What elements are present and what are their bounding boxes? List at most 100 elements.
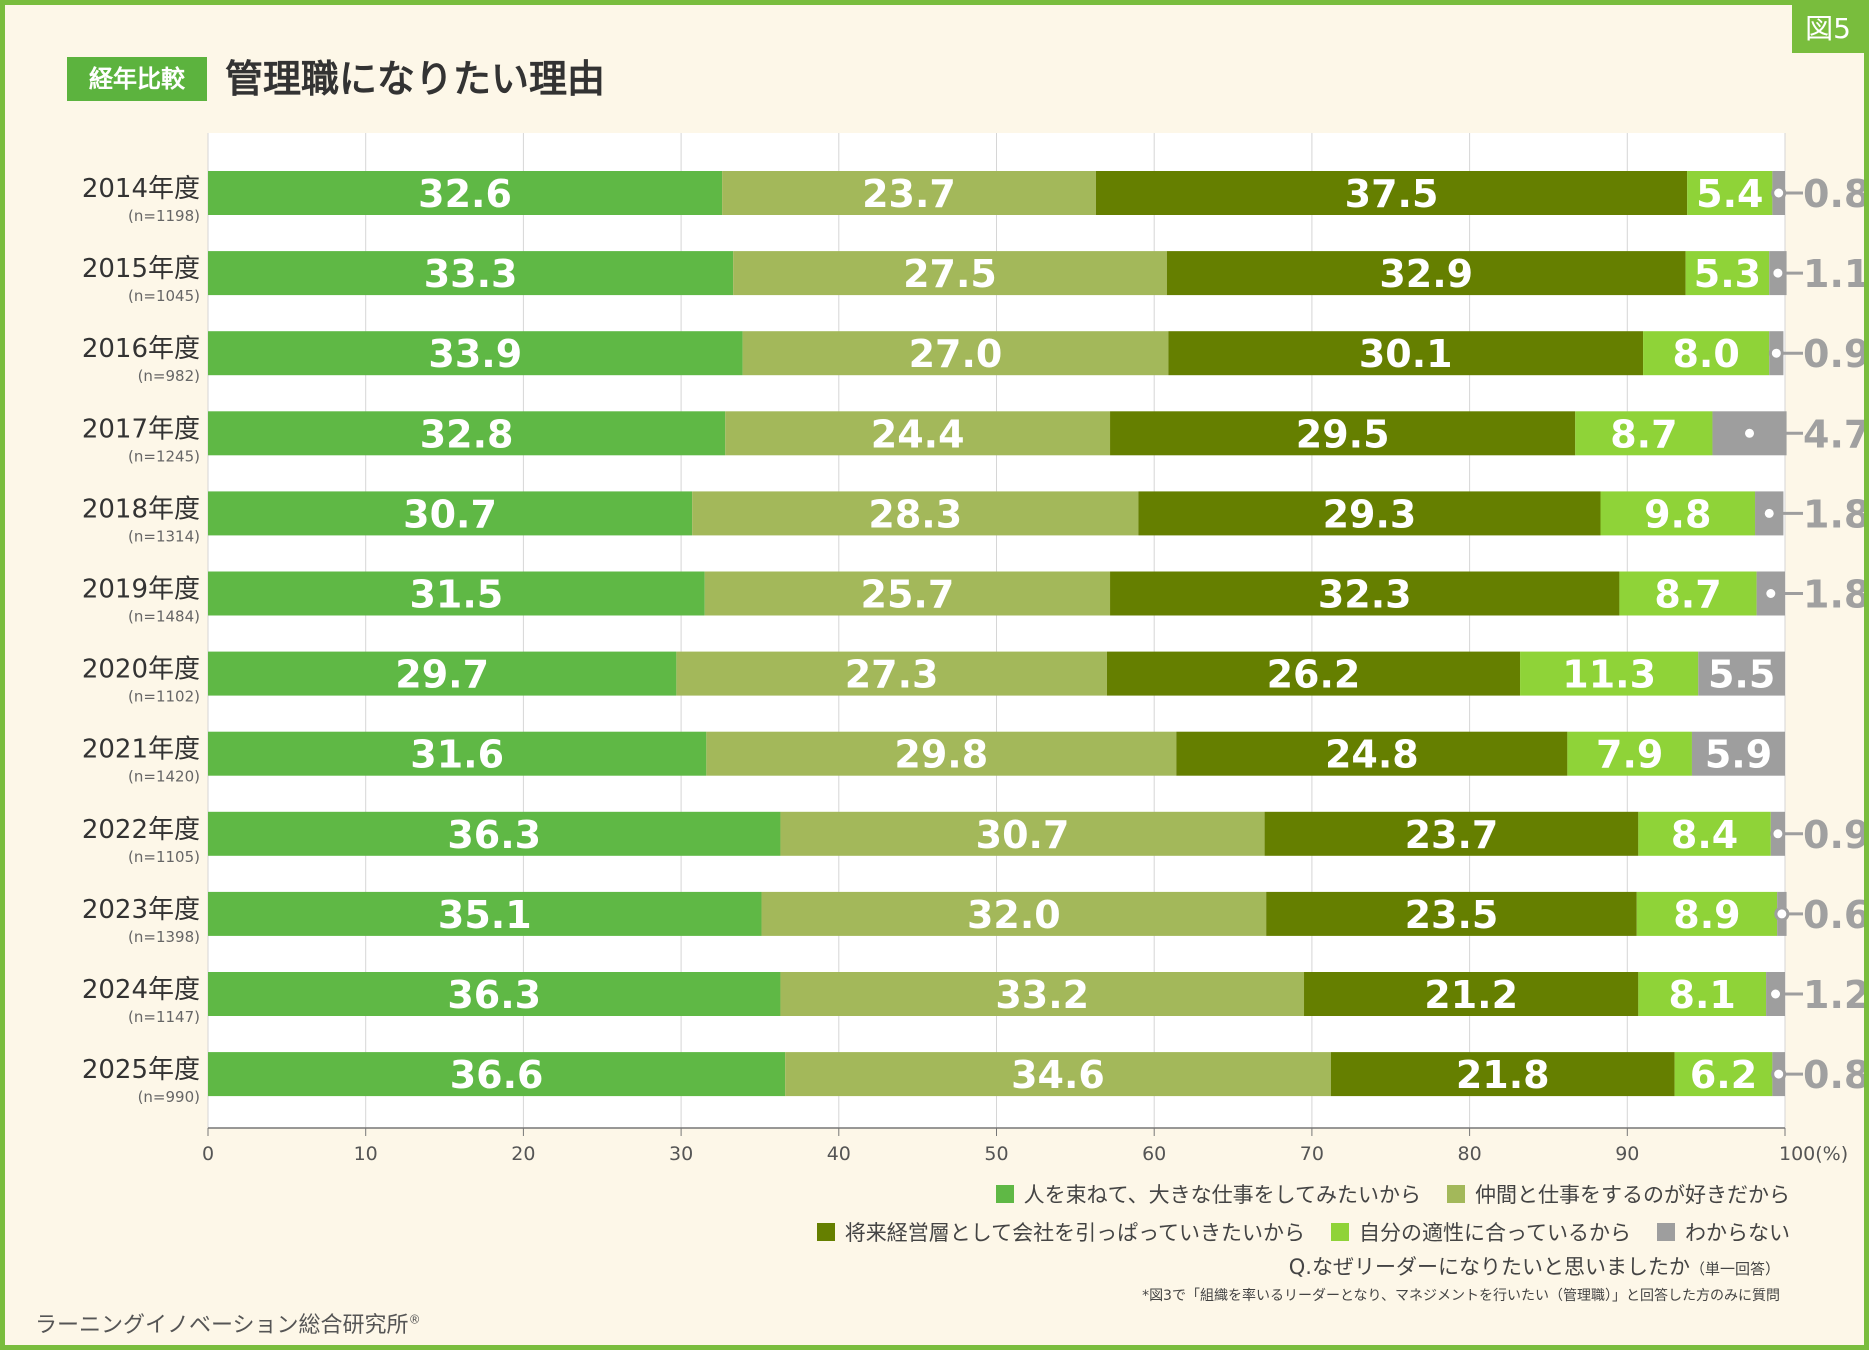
bar-segment-s1	[208, 571, 705, 616]
bar-segment-s2	[725, 411, 1111, 456]
legend-item-3: 将来経営層として会社を引っぱっていきたいから	[816, 1217, 1305, 1247]
bar-segment-s1	[208, 491, 693, 536]
legend-swatch-5	[1657, 1223, 1675, 1241]
bar-segment-s1	[208, 731, 707, 776]
bar-segment-s2	[742, 331, 1169, 376]
bar-segment-s3	[1168, 331, 1644, 376]
data-label-s1: 32.8	[420, 412, 514, 456]
x-tick-label: 10	[354, 1143, 378, 1165]
bar-segment-s3	[1176, 731, 1568, 776]
legend-item-4: 自分の適性に合っているから	[1331, 1217, 1631, 1247]
data-label-s1: 33.3	[424, 252, 518, 296]
data-label-s3: 21.8	[1456, 1053, 1550, 1097]
year-label: 2014年度	[82, 174, 200, 204]
x-tick-label: 70	[1300, 1143, 1324, 1165]
bar-segment-s5	[1698, 651, 1785, 696]
bar-segment-s4	[1520, 651, 1699, 696]
data-label-outside: 0.9	[1803, 813, 1864, 857]
data-label-s1: 29.7	[395, 653, 489, 697]
bar-segment-s3	[1110, 411, 1576, 456]
data-label-s5: 5.5	[1708, 653, 1775, 697]
bar-segment-s4	[1575, 411, 1713, 456]
organization-label: ラーニングイノベーション総合研究所	[35, 1313, 409, 1338]
data-label-s3: 24.8	[1325, 733, 1419, 777]
bar-segment-s1	[208, 411, 726, 456]
data-label-s4: 8.0	[1672, 332, 1739, 376]
bar-segment-s2	[785, 1052, 1331, 1097]
data-label-s3: 29.3	[1323, 492, 1417, 536]
data-label-outside: 0.9	[1803, 332, 1864, 376]
data-label-outside: 1.8	[1803, 573, 1864, 617]
data-label-s2: 33.2	[995, 973, 1089, 1017]
data-label-s2: 28.3	[868, 492, 962, 536]
data-label-s4: 8.9	[1673, 893, 1740, 937]
legend-swatch-3	[816, 1223, 835, 1241]
leader-dot	[1768, 345, 1784, 361]
sample-size-label: (n=1102)	[128, 688, 200, 706]
data-label-s1: 31.6	[410, 733, 504, 777]
leader-dot	[1763, 586, 1779, 601]
data-label-s2: 27.3	[845, 653, 939, 697]
sample-size-label: (n=982)	[138, 367, 200, 385]
leader-dot	[1771, 1066, 1787, 1082]
sample-size-label: (n=1398)	[128, 928, 200, 946]
bar-segment-s4	[1638, 972, 1767, 1016]
data-label-s3: 26.2	[1267, 653, 1361, 697]
bar-segment-s3	[1330, 1052, 1675, 1097]
bar-segment-s1	[208, 891, 762, 936]
bar-segment-s3	[1106, 651, 1521, 696]
data-label-s4: 11.3	[1562, 653, 1656, 697]
x-tick-label: 30	[669, 1143, 693, 1165]
bar-segment-s2	[761, 891, 1267, 936]
x-tick-label: 80	[1458, 1143, 1482, 1165]
data-label-s3: 37.5	[1345, 172, 1439, 216]
legend-label-4: 自分の適性に合っているから	[1359, 1221, 1631, 1245]
data-label-s4: 8.1	[1669, 973, 1736, 1017]
data-label-s4: 8.4	[1671, 813, 1738, 857]
data-label-s4: 9.8	[1644, 492, 1711, 536]
data-label-outside: 4.7	[1803, 412, 1864, 456]
stacked-bar-chart: 0 10 20 30 40 50 60 70 80 90 100(%) 2014年度 (n=1198) 3…	[82, 133, 1864, 1165]
bar-segment-s4	[1687, 171, 1773, 215]
bar-segment-s1	[208, 171, 723, 215]
bar-segment-s4	[1674, 1052, 1773, 1097]
data-label-outside: 1.1	[1803, 252, 1864, 296]
data-label-s2: 23.7	[862, 172, 956, 216]
x-tick-label: 90	[1615, 1143, 1639, 1165]
sample-size-label: (n=1314)	[128, 527, 200, 545]
sample-size-label: (n=1420)	[128, 768, 200, 786]
bar-segment-s2	[706, 731, 1177, 776]
bar-segment-s3	[1138, 491, 1601, 536]
data-label-s1: 32.6	[418, 172, 512, 216]
data-label-s1: 36.3	[447, 973, 541, 1017]
data-label-s4: 5.3	[1694, 252, 1761, 296]
legend-label-1: 人を束ねて、大きな仕事をしてみたいから	[1023, 1183, 1421, 1207]
bar-segment-s3	[1095, 171, 1688, 215]
data-label-s4: 6.2	[1690, 1053, 1757, 1097]
bar-segment-s2	[704, 571, 1111, 616]
bar-segment-s4	[1600, 491, 1756, 536]
data-label-outside: 0.8	[1803, 172, 1864, 216]
bar-segment-s3	[1110, 571, 1620, 616]
data-label-s2: 27.0	[909, 332, 1003, 376]
bar-segment-s2	[692, 491, 1139, 536]
data-label-outside: 0.6	[1803, 893, 1864, 937]
data-label-s2: 34.6	[1011, 1053, 1105, 1097]
sample-size-label: (n=1198)	[128, 207, 200, 225]
data-label-s4: 8.7	[1654, 573, 1721, 617]
bar-segment-s1	[208, 972, 781, 1016]
data-label-s3: 32.3	[1318, 573, 1412, 617]
bar-segment-s3	[1266, 891, 1637, 936]
data-label-s3: 21.2	[1424, 973, 1518, 1017]
bar-segment-s4	[1636, 891, 1778, 936]
x-tick-label: 100(%)	[1779, 1143, 1848, 1165]
data-label-s2: 25.7	[861, 573, 955, 617]
x-tick-label: 40	[827, 1143, 851, 1165]
year-label: 2016年度	[82, 334, 200, 364]
data-label-s1: 30.7	[403, 492, 497, 536]
data-label-s4: 5.4	[1696, 172, 1763, 216]
bar-segment-s1	[208, 811, 781, 856]
data-label-s3: 23.5	[1405, 893, 1499, 937]
data-label-outside: 1.8	[1803, 492, 1864, 536]
